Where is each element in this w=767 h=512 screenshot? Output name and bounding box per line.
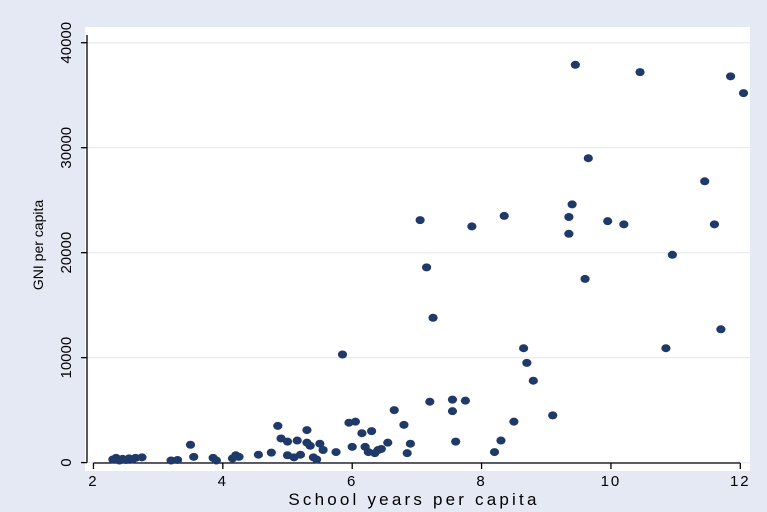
data-point (499, 211, 509, 220)
data-point (337, 350, 348, 359)
y-tick-label: 30000 (58, 127, 75, 169)
data-point (302, 426, 312, 435)
x-tick-label: 4 (218, 473, 228, 490)
data-point (185, 440, 196, 449)
data-point (295, 450, 306, 459)
data-point (509, 417, 519, 426)
data-point (389, 406, 399, 415)
data-point (421, 263, 432, 272)
data-point (451, 437, 461, 446)
data-point (211, 456, 221, 465)
data-point (312, 455, 322, 464)
x-tick-label: 10 (601, 473, 622, 490)
data-point (383, 438, 393, 447)
data-point (519, 344, 529, 353)
data-point (496, 436, 506, 445)
x-tick-label: 12 (730, 473, 751, 490)
data-points (108, 60, 749, 465)
data-point (273, 421, 283, 430)
data-point (580, 274, 590, 283)
data-point (583, 154, 593, 163)
data-point (725, 72, 736, 81)
data-point (266, 448, 276, 457)
y-tick-label: 20000 (58, 232, 75, 274)
data-point (570, 60, 580, 69)
data-point (315, 439, 325, 448)
data-point (447, 407, 458, 416)
data-point (738, 89, 749, 98)
data-point (331, 448, 341, 457)
data-point (635, 68, 645, 77)
data-point (282, 437, 293, 446)
data-point (350, 417, 361, 426)
data-point (460, 396, 470, 405)
data-point (716, 325, 726, 334)
data-point (667, 250, 677, 259)
data-point (347, 442, 357, 451)
x-axis-title: School years per capita (288, 490, 539, 509)
data-point (709, 220, 720, 229)
data-point (318, 446, 328, 455)
data-point (428, 313, 438, 322)
data-point (564, 212, 574, 221)
data-point (522, 358, 532, 367)
data-point (415, 216, 425, 225)
data-point (528, 376, 538, 385)
data-point (467, 222, 477, 231)
data-point (137, 453, 147, 462)
data-point (619, 220, 629, 229)
x-tick-label: 6 (347, 473, 357, 490)
y-axis-title: GNI per capita (30, 200, 46, 290)
plot-area (85, 27, 750, 471)
data-point (447, 395, 458, 404)
y-tick-label: 10000 (58, 337, 75, 379)
data-point (305, 441, 315, 450)
y-tick-label: 0 (58, 458, 75, 466)
data-point (172, 455, 183, 464)
data-point (564, 229, 574, 238)
data-point (402, 449, 412, 458)
data-point (567, 200, 577, 209)
axes: 0 10000 20000 30000 40000 2 4 6 8 10 12 (58, 22, 751, 490)
x-tick-label: 2 (88, 473, 98, 490)
y-tick-label: 40000 (58, 22, 75, 64)
x-tick-label: 8 (476, 473, 486, 490)
data-point (661, 344, 671, 353)
data-point (367, 427, 377, 436)
data-point (234, 452, 244, 461)
data-point (700, 177, 710, 186)
data-point (425, 397, 435, 406)
data-point (399, 420, 409, 429)
data-point (603, 217, 613, 226)
data-point (548, 411, 558, 420)
data-point (489, 448, 500, 457)
data-point (189, 452, 199, 461)
data-point (357, 429, 367, 438)
data-point (253, 450, 264, 459)
data-point (376, 444, 386, 453)
data-point (292, 436, 302, 445)
data-point (405, 439, 416, 448)
